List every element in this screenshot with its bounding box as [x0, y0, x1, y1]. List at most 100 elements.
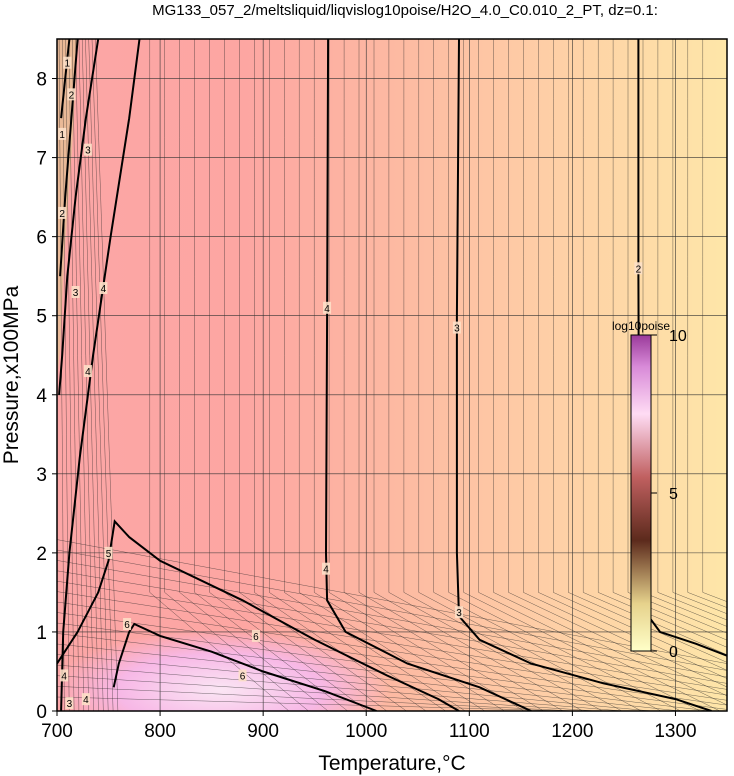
contour-label: 4 — [323, 301, 332, 315]
y-tick-label: 4 — [36, 386, 47, 407]
x-tick-label: 1200 — [551, 721, 593, 742]
contour-label: 1 — [63, 56, 72, 70]
minor-contour — [57, 539, 727, 664]
x-tick-label: 800 — [144, 721, 176, 742]
colorbar-tick-label: 0 — [669, 644, 678, 661]
chart-title: MG133_057_2/meltsliquid/liqvislog10poise… — [152, 2, 658, 19]
contour-label-text: 2 — [59, 209, 65, 220]
plot-frame — [56, 38, 728, 712]
minor-contour — [75, 39, 89, 711]
y-tick-label: 0 — [36, 702, 47, 723]
contour-label-text: 6 — [240, 671, 246, 682]
contour-label-text: 4 — [85, 367, 91, 378]
minor-contour — [57, 612, 727, 706]
contour-level-1 — [60, 39, 71, 119]
minor-contour — [284, 39, 466, 711]
contour-level-5 — [57, 519, 460, 711]
contour-label-text: 2 — [636, 264, 642, 275]
minor-contour — [57, 686, 727, 711]
minor-contour — [57, 601, 727, 701]
minor-contour — [553, 39, 727, 671]
contour-label-text: 1 — [65, 59, 71, 70]
minor-contour — [58, 39, 65, 711]
contour-label-text: 2 — [69, 90, 75, 101]
minor-contour — [65, 39, 75, 711]
minor-contour — [57, 549, 727, 671]
contour-level-6 — [112, 622, 377, 711]
contour-label-text: 4 — [83, 695, 89, 706]
minor-contour — [463, 39, 701, 711]
minor-contour — [57, 622, 727, 710]
colorbar-title: log10poise — [612, 319, 670, 333]
y-axis-label: Pressure,x100MPa — [0, 285, 23, 464]
minor-contour — [298, 39, 485, 711]
minor-contour — [568, 39, 727, 663]
contour-label: 4 — [99, 282, 108, 295]
contour-label-text: 3 — [454, 324, 460, 335]
contour-label: 2 — [58, 206, 67, 220]
minor-contour — [538, 39, 727, 679]
contour-label-text: 4 — [61, 671, 67, 682]
contour-label-text: 3 — [456, 608, 462, 619]
y-axis: 0 1 2 3 4 5 6 7 8 — [36, 70, 57, 723]
high-viscosity-region — [57, 630, 390, 711]
y-tick-label: 1 — [36, 623, 47, 644]
contour-label: 3 — [455, 606, 463, 619]
minor-contour — [687, 39, 727, 608]
minor-contour — [493, 39, 727, 706]
minor-contour — [254, 39, 427, 711]
major-contours — [57, 39, 727, 711]
minor-contour — [224, 39, 387, 711]
minor-contour — [164, 39, 309, 711]
minor-contour — [88, 39, 109, 711]
minor-contour — [508, 39, 727, 697]
contour-label: 5 — [104, 546, 113, 560]
x-tick-label: 700 — [41, 721, 73, 742]
minor-contour — [68, 39, 80, 711]
minor-contour — [57, 580, 727, 690]
minor-contour — [328, 39, 525, 711]
contour-label: 3 — [452, 321, 461, 335]
y-tick-label: 5 — [36, 307, 47, 328]
contour-label: 2 — [67, 88, 76, 101]
minor-contour — [702, 39, 727, 602]
contour-label: 3 — [65, 697, 74, 710]
minor-contour — [657, 39, 727, 621]
minor-contour — [62, 39, 70, 711]
contour-label: 4 — [83, 365, 92, 378]
contour-label: 4 — [322, 562, 331, 576]
minor-contour — [57, 633, 727, 711]
grid-lines — [57, 39, 727, 711]
minor-contour — [418, 39, 642, 711]
contour-label: 2 — [634, 262, 643, 275]
contour-label: 6 — [251, 629, 260, 643]
minor-contour — [149, 39, 290, 711]
contour-label-text: 6 — [253, 632, 259, 643]
y-tick-label: 6 — [36, 228, 47, 249]
contour-label-text: 5 — [106, 549, 112, 560]
contour-label-text: 4 — [324, 304, 330, 315]
contour-label: 4 — [60, 669, 69, 682]
minor-contour — [57, 654, 727, 711]
minor-contour — [433, 39, 662, 711]
minor-contour — [523, 39, 727, 688]
colorbar-ticks: 0 5 10 — [651, 328, 687, 661]
contour-label: 4 — [81, 693, 90, 706]
minor-contour — [612, 39, 727, 641]
contour-label-text: 3 — [67, 699, 73, 710]
x-tick-label: 1000 — [345, 721, 387, 742]
contour-label: 1 — [58, 127, 67, 141]
minor-contour — [478, 39, 720, 711]
contour-label-text: 4 — [323, 565, 329, 576]
minor-contour — [95, 39, 119, 711]
x-tick-label: 1300 — [654, 721, 696, 742]
colorbar-tick-label: 5 — [669, 486, 678, 503]
y-tick-label: 3 — [36, 465, 47, 486]
minor-contour — [57, 675, 727, 711]
contour-label-text: 6 — [124, 620, 130, 631]
minor-contour — [91, 39, 114, 711]
contour-level-3 — [455, 39, 712, 711]
x-tick-label: 1100 — [449, 721, 490, 742]
x-axis-label: Temperature,°C — [318, 752, 465, 775]
minor-contour — [582, 39, 727, 655]
